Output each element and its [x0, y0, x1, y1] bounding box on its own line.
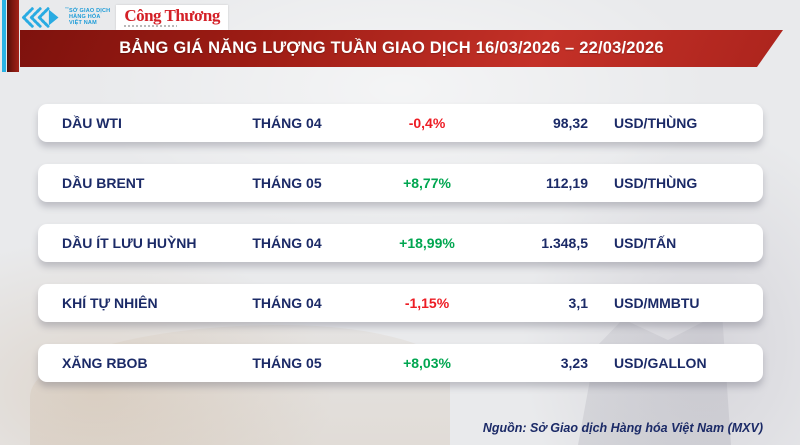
commodity-name: KHÍ TỰ NHIÊN — [62, 295, 158, 311]
contract-month: THÁNG 04 — [252, 295, 322, 311]
change-percent: +8,03% — [403, 355, 451, 371]
table-row: DẦU WTI THÁNG 04 -0,4% 98,32 USD/THÙNG — [38, 104, 763, 142]
mxv-chevron-icon — [20, 5, 62, 30]
title-banner: BẢNG GIÁ NĂNG LƯỢNG TUẦN GIAO DỊCH 16/03… — [20, 30, 783, 67]
price-value: 98,32 — [552, 115, 588, 131]
logo-strip: ™ SỞ GIAO DỊCH HÀNG HÓA VIỆT NAM Công Thươn… — [20, 3, 228, 31]
contract-month: THÁNG 04 — [252, 115, 322, 131]
page-title: BẢNG GIÁ NĂNG LƯỢNG TUẦN GIAO DỊCH 16/03… — [119, 39, 664, 57]
table-row: DẦU ÍT LƯU HUỲNH THÁNG 04 +18,99% 1.348,… — [38, 224, 763, 262]
mxv-logo-text: ™ SỞ GIAO DỊCH HÀNG HÓA VIỆT NAM — [65, 6, 111, 26]
table-row: KHÍ TỰ NHIÊN THÁNG 04 -1,15% 3,1 USD/MMB… — [38, 284, 763, 322]
price-value: 1.348,5 — [541, 235, 588, 251]
source-attribution: Nguồn: Sở Giao dịch Hàng hóa Việt Nam (M… — [482, 421, 763, 435]
commodity-name: DẦU BRENT — [62, 175, 145, 191]
change-percent: +8,77% — [403, 175, 451, 191]
price-unit: USD/THÙNG — [614, 115, 698, 131]
contract-month: THÁNG 04 — [252, 235, 322, 251]
left-cyan-accent-bar — [2, 0, 6, 72]
mxv-logo: ™ SỞ GIAO DỊCH HÀNG HÓA VIỆT NAM — [20, 5, 110, 30]
price-table: DẦU WTI THÁNG 04 -0,4% 98,32 USD/THÙNG D… — [38, 104, 763, 382]
price-unit: USD/TẤN — [614, 235, 677, 251]
left-red-accent-bar — [7, 0, 19, 72]
price-unit: USD/GALLON — [614, 355, 707, 371]
change-percent: -0,4% — [408, 115, 446, 131]
price-unit: USD/THÙNG — [614, 175, 698, 191]
congthuong-logo-text: Công Thương — [124, 5, 220, 25]
commodity-name: DẦU WTI — [62, 115, 122, 131]
table-row: DẦU BRENT THÁNG 05 +8,77% 112,19 USD/THÙ… — [38, 164, 763, 202]
change-percent: +18,99% — [399, 235, 455, 251]
table-row: XĂNG RBOB THÁNG 05 +8,03% 3,23 USD/GALLO… — [38, 344, 763, 382]
congthuong-logo: Công Thương — [116, 4, 228, 30]
congthuong-tagline — [124, 24, 177, 27]
commodity-name: DẦU ÍT LƯU HUỲNH — [62, 235, 197, 251]
price-value: 3,23 — [560, 355, 588, 371]
trademark-symbol: ™ — [65, 6, 70, 11]
contract-month: THÁNG 05 — [252, 355, 322, 371]
contract-month: THÁNG 05 — [252, 175, 322, 191]
price-value: 112,19 — [545, 175, 588, 191]
change-percent: -1,15% — [404, 295, 450, 311]
price-value: 3,1 — [568, 295, 588, 311]
price-unit: USD/MMBTU — [614, 295, 700, 311]
commodity-name: XĂNG RBOB — [62, 355, 148, 371]
